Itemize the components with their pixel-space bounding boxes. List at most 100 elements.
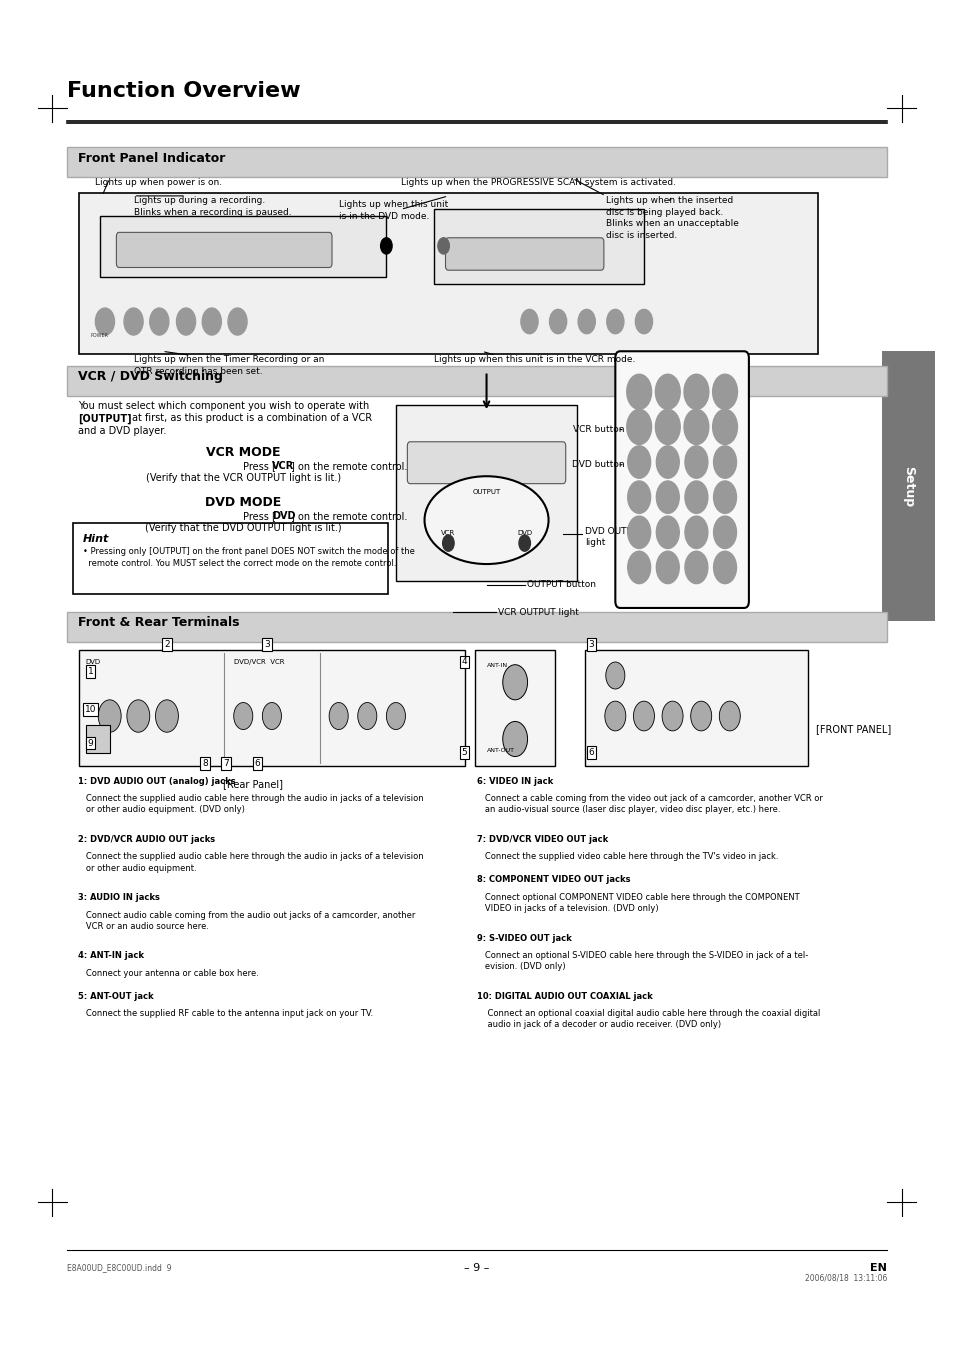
Circle shape: [127, 700, 150, 732]
Circle shape: [150, 308, 169, 335]
Circle shape: [124, 308, 143, 335]
Circle shape: [633, 701, 654, 731]
Text: VCR button: VCR button: [573, 426, 624, 434]
Text: [Rear Panel]: [Rear Panel]: [223, 780, 282, 789]
Text: VCR MODE: VCR MODE: [206, 446, 280, 459]
Circle shape: [690, 701, 711, 731]
Circle shape: [683, 374, 708, 409]
Circle shape: [233, 703, 253, 730]
Text: DVD button: DVD button: [572, 461, 624, 469]
Circle shape: [712, 374, 737, 409]
FancyBboxPatch shape: [79, 650, 464, 766]
Text: OUTPUT: OUTPUT: [472, 489, 500, 494]
Text: 7: DVD/VCR VIDEO OUT jack: 7: DVD/VCR VIDEO OUT jack: [476, 835, 608, 844]
Circle shape: [518, 535, 530, 551]
Text: Lights up when this unit is in the VCR mode.: Lights up when this unit is in the VCR m…: [434, 355, 635, 365]
Circle shape: [605, 662, 624, 689]
Circle shape: [386, 703, 405, 730]
Text: VCR: VCR: [272, 461, 294, 470]
Text: Connect a cable coming from the video out jack of a camcorder, another VCR or
  : Connect a cable coming from the video ou…: [476, 794, 822, 815]
Text: Front Panel Indicator: Front Panel Indicator: [78, 151, 225, 165]
Circle shape: [98, 700, 121, 732]
FancyBboxPatch shape: [67, 366, 886, 396]
Text: VCR OUTPUT light: VCR OUTPUT light: [497, 608, 578, 616]
Circle shape: [684, 481, 707, 513]
Circle shape: [627, 516, 650, 549]
Circle shape: [626, 409, 651, 444]
Text: 10: DIGITAL AUDIO OUT COAXIAL jack: 10: DIGITAL AUDIO OUT COAXIAL jack: [476, 992, 652, 1001]
FancyBboxPatch shape: [67, 147, 886, 177]
Text: ANT-OUT: ANT-OUT: [486, 747, 514, 753]
Text: 6: 6: [254, 759, 260, 767]
Text: Connect an optional S-VIDEO cable here through the S-VIDEO in jack of a tel-
   : Connect an optional S-VIDEO cable here t…: [476, 951, 807, 971]
Text: 10: 10: [85, 705, 96, 713]
Text: Connect optional COMPONENT VIDEO cable here through the COMPONENT
   VIDEO in ja: Connect optional COMPONENT VIDEO cable h…: [476, 893, 799, 913]
Text: Connect the supplied audio cable here through the audio in jacks of a television: Connect the supplied audio cable here th…: [78, 852, 423, 873]
Circle shape: [655, 409, 679, 444]
Circle shape: [202, 308, 221, 335]
Circle shape: [684, 446, 707, 478]
Text: VCR / DVD Switching: VCR / DVD Switching: [78, 370, 223, 384]
Text: POWER: POWER: [91, 332, 109, 338]
Text: Connect the supplied RF cable to the antenna input jack on your TV.: Connect the supplied RF cable to the ant…: [78, 1009, 373, 1019]
Text: 5: 5: [461, 748, 467, 757]
Text: Connect the supplied video cable here through the TV's video in jack.: Connect the supplied video cable here th…: [476, 852, 778, 862]
Circle shape: [578, 309, 595, 334]
Text: E8A00UD_E8C00UD.indd  9: E8A00UD_E8C00UD.indd 9: [67, 1263, 172, 1273]
Text: Press [: Press [: [243, 511, 275, 520]
Circle shape: [502, 721, 527, 757]
Circle shape: [549, 309, 566, 334]
Text: 2006/08/18  13:11:06: 2006/08/18 13:11:06: [804, 1274, 886, 1283]
Text: OUTPUT button: OUTPUT button: [526, 581, 595, 589]
FancyBboxPatch shape: [395, 405, 577, 581]
Circle shape: [683, 409, 708, 444]
Text: 8: 8: [202, 759, 208, 767]
Text: Lights up when the PROGRESSIVE SCAN system is activated.: Lights up when the PROGRESSIVE SCAN syst…: [400, 178, 675, 188]
Text: 1: 1: [88, 667, 93, 676]
FancyBboxPatch shape: [584, 650, 807, 766]
Text: DVD: DVD: [86, 659, 101, 665]
Circle shape: [627, 446, 650, 478]
FancyBboxPatch shape: [73, 523, 388, 594]
FancyBboxPatch shape: [445, 238, 603, 270]
Text: [FRONT PANEL]: [FRONT PANEL]: [815, 724, 890, 735]
Text: Connect the supplied audio cable here through the audio in jacks of a television: Connect the supplied audio cable here th…: [78, 794, 423, 815]
Text: [OUTPUT]: [OUTPUT]: [78, 413, 132, 424]
Text: at first, as this product is a combination of a VCR: at first, as this product is a combinati…: [132, 413, 372, 423]
Circle shape: [604, 701, 625, 731]
FancyBboxPatch shape: [67, 612, 886, 642]
Text: (Verify that the VCR OUTPUT light is lit.): (Verify that the VCR OUTPUT light is lit…: [146, 473, 340, 482]
Circle shape: [176, 308, 195, 335]
Text: – 9 –: – 9 –: [464, 1263, 489, 1273]
Circle shape: [684, 516, 707, 549]
Text: Press [: Press [: [243, 461, 275, 470]
Text: DVD: DVD: [517, 530, 532, 535]
Circle shape: [713, 446, 736, 478]
Circle shape: [329, 703, 348, 730]
Text: Lights up when this unit
is in the DVD mode.: Lights up when this unit is in the DVD m…: [338, 200, 448, 220]
Circle shape: [627, 481, 650, 513]
Circle shape: [502, 665, 527, 700]
Circle shape: [712, 409, 737, 444]
Text: Lights up when power is on.: Lights up when power is on.: [95, 178, 222, 188]
FancyBboxPatch shape: [434, 209, 643, 284]
Circle shape: [656, 516, 679, 549]
Circle shape: [228, 308, 247, 335]
Circle shape: [437, 238, 449, 254]
Text: 4: ANT-IN jack: 4: ANT-IN jack: [78, 951, 144, 961]
Text: 1: DVD AUDIO OUT (analog) jacks: 1: DVD AUDIO OUT (analog) jacks: [78, 777, 235, 786]
Text: DVD/VCR  VCR: DVD/VCR VCR: [233, 659, 284, 665]
Text: • Pressing only [OUTPUT] on the front panel DOES NOT switch the mode of the
  re: • Pressing only [OUTPUT] on the front pa…: [83, 547, 415, 567]
Text: DVD: DVD: [272, 511, 295, 520]
Text: 3: AUDIO IN jacks: 3: AUDIO IN jacks: [78, 893, 160, 902]
Circle shape: [357, 703, 376, 730]
Text: 2: 2: [164, 640, 170, 648]
Circle shape: [635, 309, 652, 334]
Circle shape: [380, 238, 392, 254]
Text: (Verify that the DVD OUTPUT light is lit.): (Verify that the DVD OUTPUT light is lit…: [145, 523, 341, 532]
Circle shape: [684, 551, 707, 584]
Text: You must select which component you wish to operate with: You must select which component you wish…: [78, 401, 369, 411]
Circle shape: [626, 374, 651, 409]
Circle shape: [656, 446, 679, 478]
Text: Hint: Hint: [83, 534, 110, 543]
